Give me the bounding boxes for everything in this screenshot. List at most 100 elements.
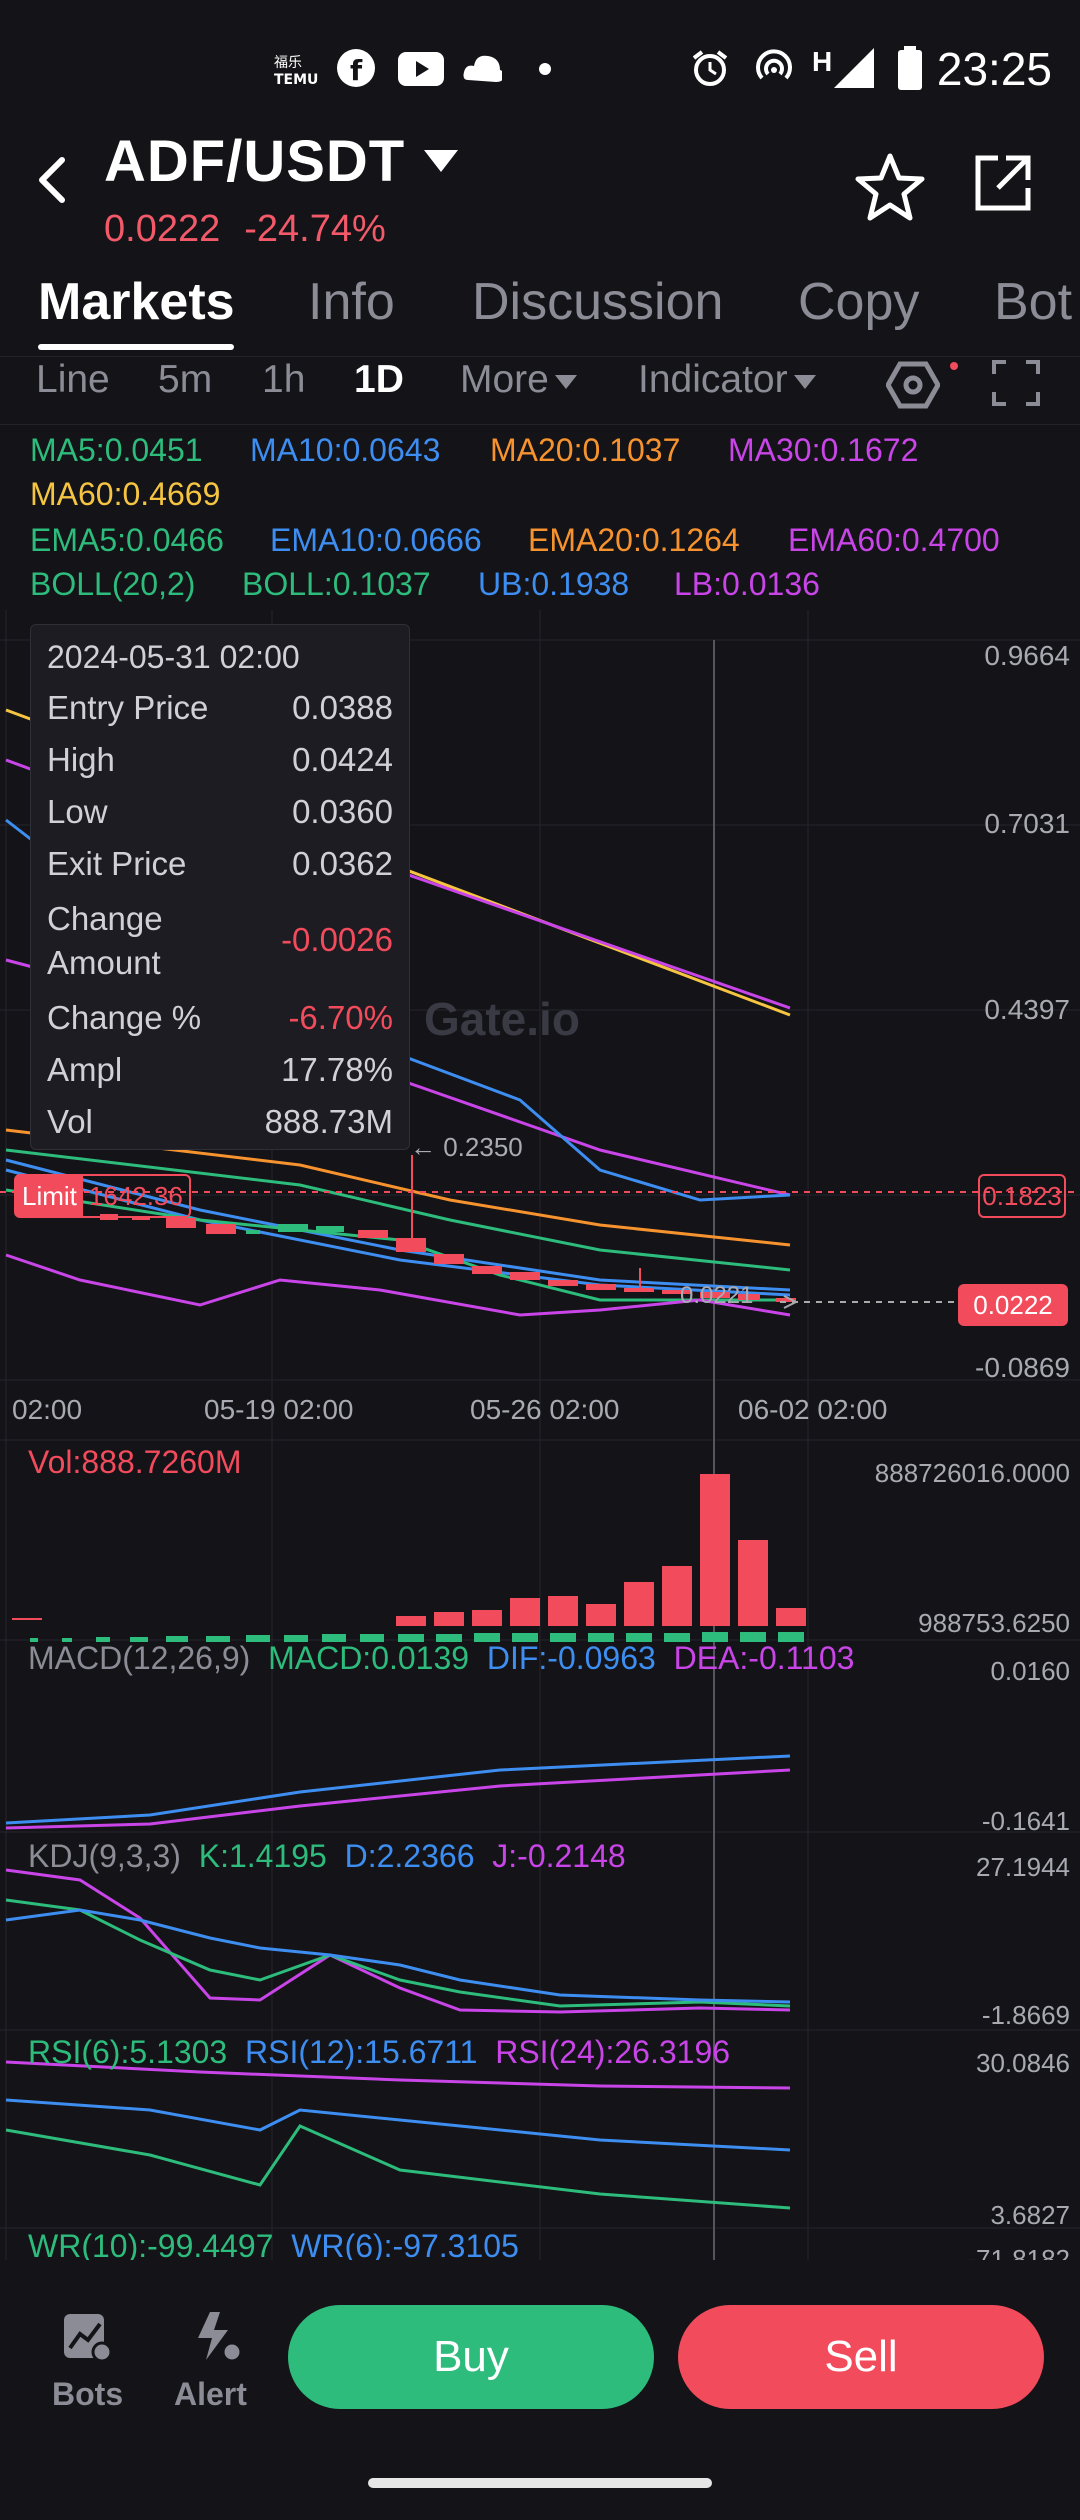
candle	[396, 1238, 426, 1252]
volume-min: 988753.6250	[918, 1608, 1070, 1638]
legend-ma20: MA20:0.1037	[490, 432, 681, 468]
legend-ema20: EMA20:0.1264	[528, 522, 740, 558]
candle	[548, 1280, 578, 1286]
high-marker: ← 0.2350	[410, 1132, 523, 1162]
more-caret-icon	[554, 374, 577, 389]
kdj-legend: KDJ(9,3,3) K:1.4195 D:2.2366 J:-0.2148	[28, 1838, 626, 1874]
rsi-max: 30.0846	[976, 2048, 1070, 2078]
tab-bot[interactable]: Bot	[994, 273, 1073, 331]
tab-markets[interactable]: Markets	[38, 273, 235, 331]
candle	[206, 1224, 236, 1234]
timeframe-1d[interactable]: 1D	[354, 358, 404, 401]
buy-button[interactable]: Buy	[288, 2305, 654, 2409]
battery-icon	[898, 46, 922, 90]
macd-dif-line	[5, 1754, 791, 1825]
back-arrow-icon[interactable]	[30, 150, 80, 210]
more-dropdown[interactable]: More	[460, 358, 577, 402]
candle	[166, 1218, 196, 1228]
clock: 23:25	[936, 43, 1052, 95]
alert-label: Alert	[174, 2376, 247, 2412]
timeframe-1h[interactable]: 1h	[262, 358, 306, 401]
legend-ma10: MA10:0.0643	[250, 432, 441, 468]
hotspot-icon	[756, 49, 792, 80]
volume-label: Vol:888.7260M	[28, 1444, 242, 1480]
legend-lb: LB:0.0136	[674, 566, 820, 602]
timeframe-line[interactable]: Line	[36, 358, 110, 401]
x-label-3: 06-02 02:00	[738, 1394, 888, 1425]
candle-tooltip: 2024-05-31 02:00 Entry Price 0.0388 High 0…	[30, 624, 410, 1150]
tab-discussion[interactable]: Discussion	[472, 273, 724, 331]
candle	[132, 1216, 150, 1220]
facebook-icon: f	[337, 49, 375, 87]
tooltip-row: Exit Price 0.0362	[47, 845, 393, 882]
bots-button[interactable]: Bots	[44, 2308, 130, 2418]
volume-max: 888726016.0000	[874, 1458, 1070, 1488]
ema20-line	[5, 1128, 791, 1247]
x-label-2: 05-26 02:00	[470, 1394, 620, 1425]
timeframe-bar: Line 5m 1h 1D More Indicator	[0, 358, 1080, 425]
svg-text:福乐: 福乐	[274, 55, 302, 71]
ma10-line	[5, 1168, 791, 1297]
macd-max: 0.0160	[990, 1656, 1070, 1686]
legend-ma60: MA60:0.4669	[30, 476, 221, 512]
kdj-min: -1.8669	[981, 2000, 1070, 2030]
gate-watermark: Gate.io	[424, 993, 580, 1045]
alert-button[interactable]: Alert	[170, 2308, 260, 2418]
last-price-tag: 0.0222	[958, 1284, 1068, 1326]
candle	[510, 1272, 540, 1280]
tab-info[interactable]: Info	[308, 273, 395, 331]
legend-ema5: EMA5:0.0466	[30, 522, 224, 558]
limit-order-badge[interactable]: Limit 1642.36	[14, 1174, 191, 1218]
x-label-1: 05-19 02:00	[204, 1394, 354, 1425]
candle	[358, 1230, 388, 1238]
temu-icon: 福乐 TEMU	[274, 55, 318, 88]
main-tabs: Markets Info Discussion Copy Bot	[0, 268, 1080, 357]
settings-badge-dot	[950, 362, 958, 370]
status-bar: 福乐 TEMU f H 23:25	[0, 0, 1080, 140]
candle	[472, 1266, 502, 1274]
home-indicator[interactable]	[368, 2478, 712, 2488]
limit-label: Limit	[16, 1176, 83, 1216]
legend-ma5: MA5:0.0451	[30, 432, 203, 468]
macd-min: -0.1641	[981, 1806, 1070, 1836]
bots-label: Bots	[52, 2376, 124, 2412]
rsi24-line	[5, 2060, 791, 2090]
indicator-dropdown[interactable]: Indicator	[638, 358, 816, 402]
alarm-icon	[692, 50, 728, 86]
candle	[662, 1290, 692, 1294]
last-price: 0.0222	[104, 208, 221, 250]
macd-histogram	[30, 1632, 804, 1642]
candle	[624, 1288, 654, 1292]
candle	[586, 1284, 616, 1290]
tab-copy[interactable]: Copy	[798, 273, 920, 331]
y-label-min: -0.0869	[975, 1352, 1070, 1383]
fullscreen-icon[interactable]	[990, 358, 1042, 408]
pair-title[interactable]: ADF/USDT	[104, 129, 406, 194]
dot-icon	[539, 63, 551, 75]
candle	[246, 1230, 260, 1234]
lb-line	[5, 1253, 791, 1317]
legend-ma30: MA30:0.1672	[728, 432, 919, 468]
y-label-max: 0.9664	[984, 640, 1070, 671]
candles	[100, 1155, 796, 1302]
share-icon[interactable]	[970, 150, 1036, 216]
pair-dropdown-icon[interactable]	[424, 150, 458, 172]
indicator-label: Indicator	[638, 358, 788, 401]
wr-legend: WR(10):-99.4497 WR(6):-97.3105	[28, 2228, 519, 2264]
legend-boll-value: BOLL:0.1037	[242, 566, 431, 602]
tooltip-row: Vol 888.73M	[47, 1103, 393, 1140]
active-tab-underline	[38, 344, 234, 350]
candle	[776, 1298, 796, 1302]
settings-hex-icon[interactable]	[886, 360, 940, 410]
candle	[738, 1294, 760, 1300]
timeframe-5m[interactable]: 5m	[158, 358, 213, 401]
favorite-star-icon[interactable]	[852, 150, 928, 226]
y-label-2: 0.7031	[984, 808, 1070, 839]
tooltip-row: Entry Price 0.0388	[47, 689, 393, 726]
rsi6-line	[5, 2124, 791, 2210]
macd-legend: MACD(12,26,9) MACD:0.0139 DIF:-0.0963 DE…	[28, 1640, 855, 1676]
svg-text:f: f	[350, 54, 363, 87]
sell-button[interactable]: Sell	[678, 2305, 1044, 2409]
kdj-max: 27.1944	[976, 1852, 1070, 1882]
bots-chart-icon	[64, 2314, 113, 2363]
